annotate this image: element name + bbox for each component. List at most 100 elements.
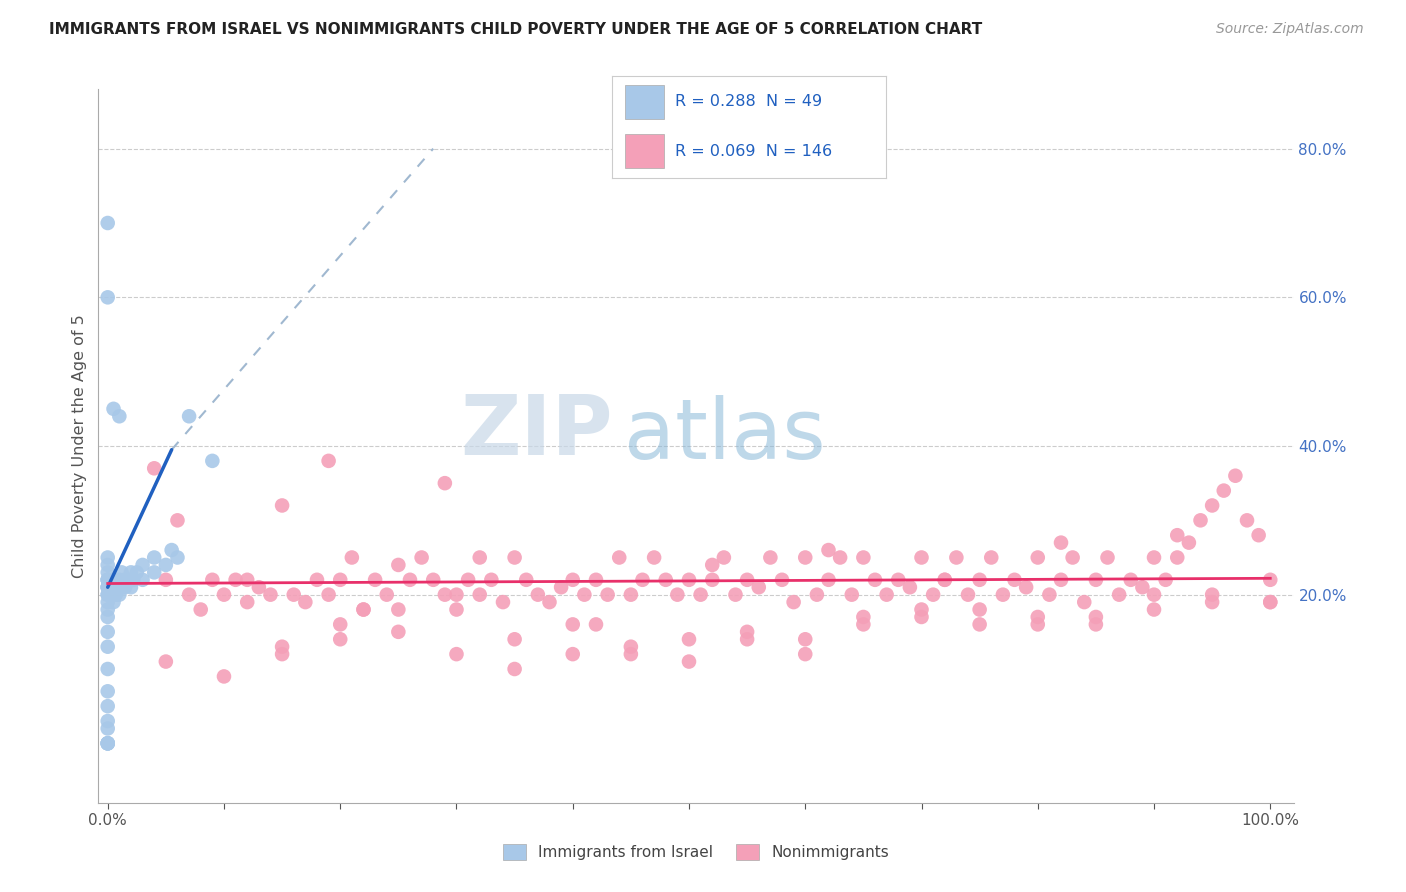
Point (876, 588, 898, 602)
Point (1084, 610, 1107, 624)
Text: IMMIGRANTS FROM ISRAEL VS NONIMMIGRANTS CHILD POVERTY UNDER THE AGE OF 5 CORRELA: IMMIGRANTS FROM ISRAEL VS NONIMMIGRANTS … (49, 22, 983, 37)
Point (97, 588, 120, 602)
Point (1073, 595, 1095, 609)
Point (225, 573, 247, 587)
Point (1258, 595, 1281, 609)
Point (898, 580, 921, 594)
Point (887, 573, 910, 587)
Point (1132, 580, 1154, 594)
Point (759, 550, 782, 565)
Point (155, 655, 177, 669)
Text: Source: ZipAtlas.com: Source: ZipAtlas.com (1216, 22, 1364, 37)
Point (852, 610, 875, 624)
Point (236, 595, 259, 609)
Point (271, 647, 294, 661)
Point (1026, 610, 1049, 624)
Point (922, 588, 945, 602)
Point (329, 573, 352, 587)
Point (97, 722, 120, 736)
Point (1201, 595, 1223, 609)
Point (910, 550, 932, 565)
Point (97, 714, 120, 728)
Point (1143, 602, 1166, 616)
Point (678, 655, 700, 669)
Point (114, 573, 136, 587)
Point (631, 573, 654, 587)
Point (271, 640, 294, 654)
Point (1154, 573, 1177, 587)
Point (160, 543, 183, 558)
Point (503, 632, 526, 647)
Point (945, 550, 967, 565)
Point (1119, 573, 1142, 587)
Point (97, 610, 120, 624)
Point (492, 595, 515, 609)
FancyBboxPatch shape (626, 85, 664, 119)
Point (375, 588, 398, 602)
Point (97, 580, 120, 594)
Point (97, 736, 120, 750)
Point (748, 580, 770, 594)
Point (980, 550, 1002, 565)
Point (969, 617, 991, 632)
Point (1247, 528, 1270, 542)
Point (794, 647, 817, 661)
Point (125, 566, 148, 580)
Point (620, 588, 643, 602)
Point (143, 550, 166, 565)
Point (353, 602, 375, 616)
Point (305, 573, 328, 587)
Point (1038, 588, 1060, 602)
Point (97, 566, 120, 580)
Point (97, 640, 120, 654)
Point (585, 573, 607, 587)
Point (294, 595, 316, 609)
Point (1108, 588, 1130, 602)
Point (817, 573, 839, 587)
Point (1178, 535, 1201, 549)
Point (155, 558, 177, 572)
Text: ZIP: ZIP (460, 392, 613, 472)
Point (364, 573, 387, 587)
Point (678, 632, 700, 647)
Point (841, 588, 863, 602)
Point (1050, 535, 1073, 549)
Point (550, 580, 572, 594)
Point (969, 573, 991, 587)
Point (689, 588, 711, 602)
Point (97, 588, 120, 602)
Point (97, 558, 120, 572)
Point (387, 602, 409, 616)
Point (770, 573, 793, 587)
Point (433, 588, 456, 602)
Point (1201, 499, 1223, 513)
Point (117, 573, 139, 587)
Point (1143, 550, 1166, 565)
Point (97, 573, 120, 587)
Point (340, 550, 363, 565)
Point (561, 573, 583, 587)
Point (830, 550, 852, 565)
Point (97, 699, 120, 714)
Point (247, 580, 270, 594)
Point (97, 580, 120, 594)
Point (561, 617, 583, 632)
Point (515, 573, 537, 587)
Point (806, 588, 828, 602)
Point (678, 573, 700, 587)
Point (713, 550, 735, 565)
Point (666, 588, 689, 602)
Point (97, 580, 120, 594)
Text: atlas: atlas (624, 395, 825, 475)
Point (143, 566, 166, 580)
Point (794, 632, 817, 647)
Point (422, 573, 444, 587)
Point (97, 624, 120, 639)
Point (108, 588, 131, 602)
Point (177, 409, 200, 424)
Point (1166, 550, 1188, 565)
Point (97, 602, 120, 616)
Point (643, 550, 665, 565)
Point (166, 550, 188, 565)
Point (97, 550, 120, 565)
